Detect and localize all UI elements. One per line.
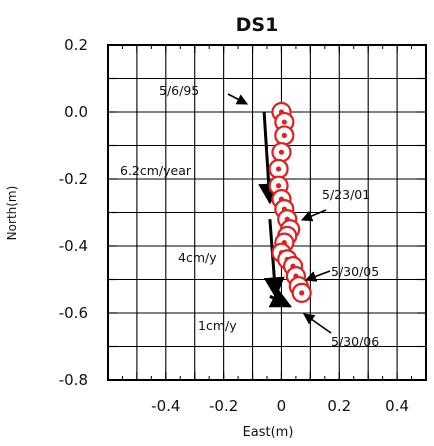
annotation-rate-2: 4cm/y: [178, 250, 217, 265]
grid-lines: [108, 45, 426, 380]
y-tick-label: -0.4: [59, 237, 88, 255]
position-marker-center: [275, 166, 282, 172]
chart-title: DS1: [236, 14, 279, 36]
annotation-date-2006: 5/30/06: [331, 334, 379, 349]
x-tick-label: 0.4: [385, 397, 409, 415]
annotation-rate-3: 1cm/y: [198, 318, 237, 333]
x-axis-label: East(m): [243, 425, 294, 440]
pointer-date-2006: [303, 313, 332, 334]
y-tick-labels: 0.2 0.0 -0.2 -0.4 -0.6 -0.8: [59, 36, 88, 389]
x-tick-label: 0.2: [327, 397, 351, 415]
y-tick-label: -0.2: [59, 170, 88, 188]
x-tick-label: -0.4: [151, 397, 180, 415]
position-marker-center: [299, 290, 305, 296]
position-marker-center: [281, 119, 287, 125]
position-marker-center: [275, 183, 282, 189]
pointer-date-2001: [300, 209, 327, 222]
y-tick-label: 0.0: [64, 103, 88, 121]
y-tick-label: -0.6: [59, 304, 88, 322]
velocity-arrow: [268, 288, 293, 308]
x-tick-label: 0: [277, 397, 287, 415]
y-tick-label: 0.2: [64, 36, 88, 54]
annotation-date-start: 5/6/95: [159, 83, 199, 98]
annotation-date-2005: 5/30/05: [331, 264, 379, 279]
gps-positions: [268, 101, 312, 303]
annotation-rate-1: 6.2cm/year: [120, 163, 192, 178]
pointer-date-start: [227, 93, 248, 105]
position-marker-center: [281, 132, 287, 139]
x-tick-label: -0.2: [209, 397, 238, 415]
position-marker-center: [278, 149, 285, 155]
y-axis-label: North(m): [5, 186, 19, 241]
pointer-date-2005: [304, 270, 331, 282]
y-tick-label: -0.8: [59, 371, 88, 389]
x-tick-labels: -0.4 -0.2 0 0.2 0.4: [151, 397, 409, 415]
axis-ticks: [107, 44, 427, 381]
annotation-date-2001: 5/23/01: [322, 187, 370, 202]
